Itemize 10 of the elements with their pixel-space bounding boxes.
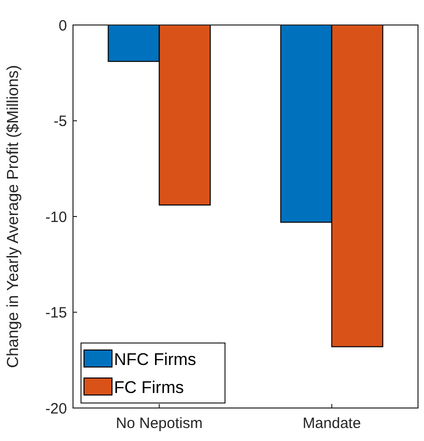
legend-label: NFC Firms (114, 350, 196, 369)
y-tick-label: 0 (58, 17, 67, 34)
x-tick-label: Mandate (302, 415, 361, 432)
legend-label: FC Firms (114, 378, 184, 397)
y-tick-label: -10 (45, 208, 67, 226)
y-axis-title: Change in Yearly Average Profit ($Millions) (5, 65, 22, 368)
y-tick-label: -15 (45, 304, 67, 322)
x-tick-label: No Nepotism (116, 415, 203, 432)
y-tick-label: -5 (54, 113, 67, 130)
y-tick-label: -20 (45, 400, 67, 418)
